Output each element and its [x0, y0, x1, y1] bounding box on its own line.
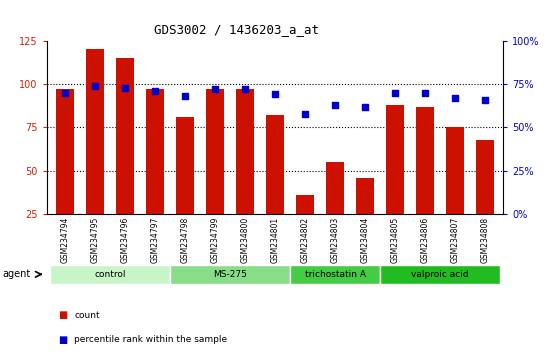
Text: ■: ■ — [58, 310, 67, 320]
Point — [240, 86, 249, 92]
Text: GSM234794: GSM234794 — [60, 217, 69, 263]
Text: GSM234805: GSM234805 — [390, 217, 400, 263]
Text: GSM234803: GSM234803 — [331, 217, 339, 263]
Text: GSM234797: GSM234797 — [150, 217, 159, 263]
Text: agent: agent — [3, 269, 31, 279]
Bar — [380, 265, 500, 284]
Text: trichostatin A: trichostatin A — [305, 270, 366, 279]
Bar — [86, 49, 104, 258]
Point — [211, 86, 219, 92]
Bar — [146, 89, 164, 258]
Text: GSM234807: GSM234807 — [450, 217, 460, 263]
Text: count: count — [74, 310, 100, 320]
Text: ■: ■ — [58, 335, 67, 345]
Bar — [170, 265, 290, 284]
Bar — [50, 265, 170, 284]
Point — [390, 90, 399, 96]
Text: GSM234802: GSM234802 — [300, 217, 310, 263]
Point — [271, 92, 279, 97]
Bar — [296, 195, 314, 258]
Bar — [56, 89, 74, 258]
Bar — [290, 265, 380, 284]
Point — [60, 90, 69, 96]
Bar — [386, 105, 404, 258]
Text: control: control — [94, 270, 125, 279]
Point — [331, 102, 339, 108]
Bar — [326, 162, 344, 258]
Point — [180, 93, 189, 99]
Text: GSM234804: GSM234804 — [361, 217, 370, 263]
Text: valproic acid: valproic acid — [411, 270, 469, 279]
Bar — [206, 89, 224, 258]
Point — [301, 111, 310, 116]
Bar — [116, 58, 134, 258]
Text: GDS3002 / 1436203_a_at: GDS3002 / 1436203_a_at — [154, 23, 319, 36]
Point — [421, 90, 430, 96]
Bar — [236, 89, 254, 258]
Text: GSM234801: GSM234801 — [271, 217, 279, 263]
Point — [120, 85, 129, 90]
Bar — [266, 115, 284, 258]
Text: GSM234806: GSM234806 — [421, 217, 430, 263]
Bar — [476, 139, 494, 258]
Point — [90, 83, 99, 88]
Text: GSM234795: GSM234795 — [90, 217, 100, 263]
Text: MS-275: MS-275 — [213, 270, 247, 279]
Point — [151, 88, 160, 94]
Text: GSM234799: GSM234799 — [211, 217, 219, 263]
Bar — [356, 178, 374, 258]
Point — [451, 95, 460, 101]
Bar — [446, 127, 464, 258]
Bar — [416, 107, 434, 258]
Point — [361, 104, 370, 109]
Text: percentile rank within the sample: percentile rank within the sample — [74, 335, 227, 344]
Text: GSM234796: GSM234796 — [120, 217, 129, 263]
Text: GSM234808: GSM234808 — [481, 217, 490, 263]
Bar — [176, 117, 194, 258]
Text: GSM234798: GSM234798 — [180, 217, 189, 263]
Text: GSM234800: GSM234800 — [240, 217, 250, 263]
Point — [481, 97, 490, 103]
